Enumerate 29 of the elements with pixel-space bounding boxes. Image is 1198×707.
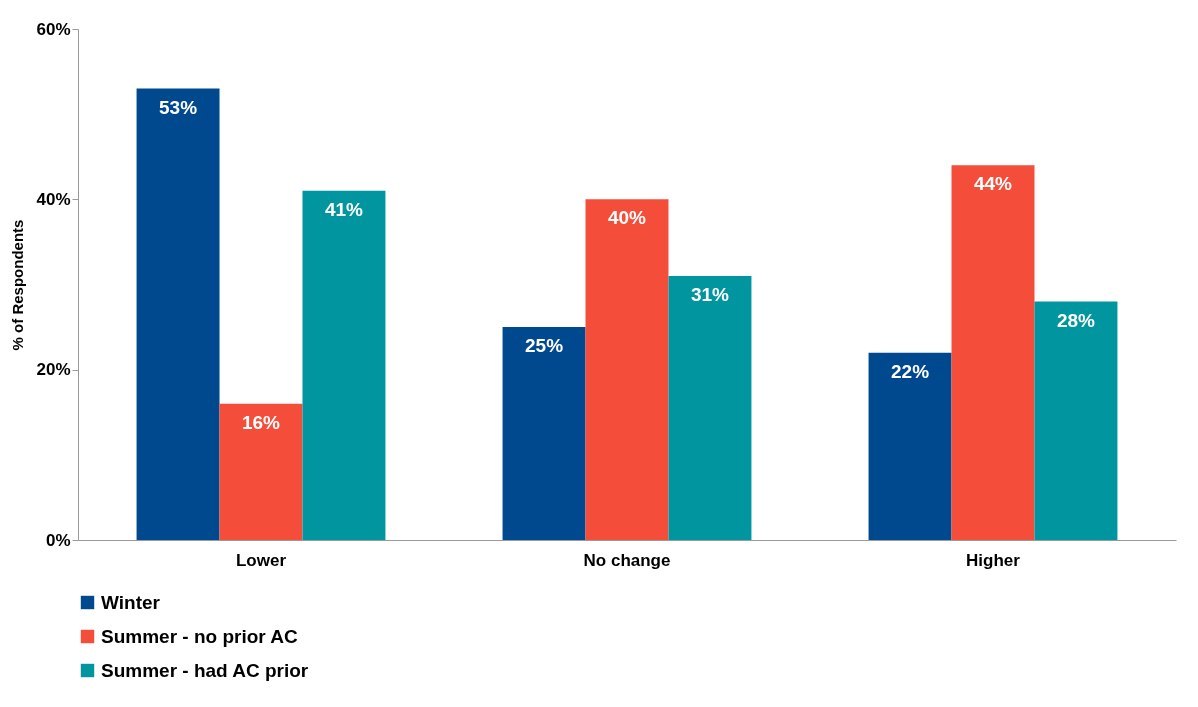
- x-tick-label: Lower: [235, 550, 287, 570]
- y-tick-label: 40%: [36, 189, 71, 209]
- y-axis-title: % of Respondents: [9, 219, 27, 351]
- bar: [1034, 301, 1118, 540]
- data-label: 53%: [159, 96, 198, 118]
- data-label: 41%: [324, 198, 364, 220]
- bar: [502, 327, 586, 540]
- data-label: 40%: [607, 207, 647, 229]
- data-label: 25%: [525, 335, 564, 357]
- y-tick-label: 20%: [36, 360, 71, 380]
- data-label: 31%: [690, 283, 730, 305]
- data-label: 16%: [241, 411, 281, 433]
- legend-label: Summer - had AC prior: [101, 659, 309, 681]
- y-tick-label: 60%: [36, 19, 71, 39]
- bar: [868, 352, 952, 540]
- legend-label: Summer - no prior AC: [101, 625, 298, 647]
- x-tick-label: No change: [583, 550, 671, 570]
- data-label: 44%: [973, 173, 1013, 195]
- legend-label: Winter: [101, 591, 161, 613]
- data-label: 28%: [1056, 309, 1096, 331]
- bar: [219, 403, 303, 540]
- bar: [951, 165, 1035, 540]
- bar: [302, 190, 386, 540]
- x-tick-label: Higher: [966, 550, 1021, 570]
- bar: [668, 275, 752, 540]
- data-label: 22%: [891, 360, 930, 382]
- bar: [585, 199, 669, 540]
- y-tick-label: 0%: [45, 530, 71, 550]
- bar: [136, 88, 220, 540]
